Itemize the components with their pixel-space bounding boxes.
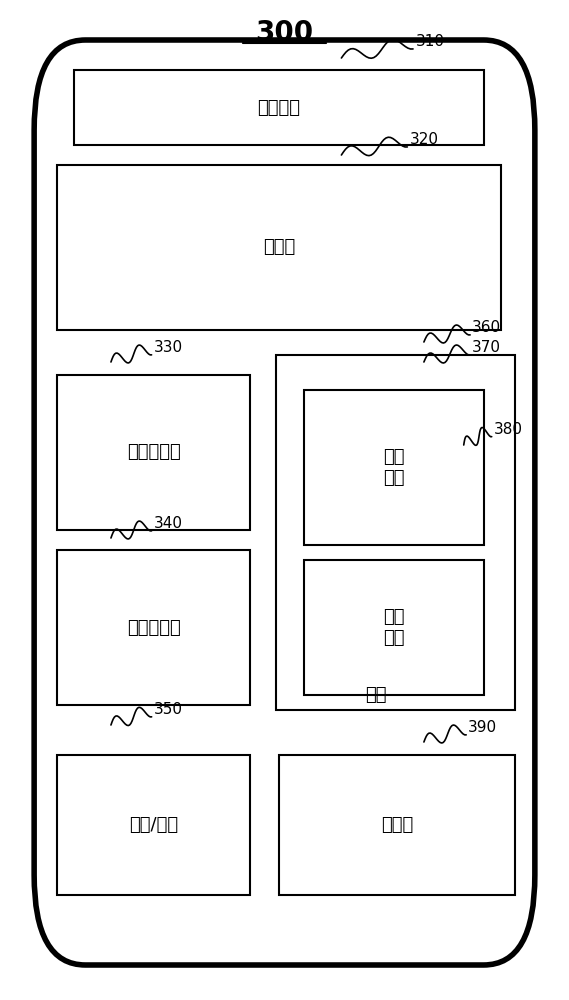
Text: 操作
系统: 操作 系统 <box>384 448 405 487</box>
Bar <box>57 550 250 705</box>
Text: 350: 350 <box>154 702 183 718</box>
Bar <box>57 755 250 895</box>
Text: 390: 390 <box>468 720 497 736</box>
Bar <box>57 165 501 330</box>
Text: 应用
程序: 应用 程序 <box>384 608 405 647</box>
FancyBboxPatch shape <box>34 40 535 965</box>
Text: 360: 360 <box>472 320 501 336</box>
Text: 存储器: 存储器 <box>381 816 413 834</box>
Text: 内存: 内存 <box>365 686 386 704</box>
Text: 300: 300 <box>255 19 314 47</box>
Text: 320: 320 <box>410 132 439 147</box>
Text: 图形处理器: 图形处理器 <box>127 444 180 462</box>
Text: 330: 330 <box>154 340 183 356</box>
Text: 310: 310 <box>415 34 444 49</box>
Text: 显示器: 显示器 <box>263 238 295 256</box>
Bar <box>74 70 484 145</box>
Text: 中央处理器: 中央处理器 <box>127 618 180 637</box>
Bar <box>276 355 515 710</box>
Text: 380: 380 <box>493 422 522 438</box>
Text: 340: 340 <box>154 516 183 532</box>
Bar <box>279 755 515 895</box>
Text: 通信平台: 通信平台 <box>257 99 300 116</box>
Text: 输入/输出: 输入/输出 <box>129 816 178 834</box>
Bar <box>304 390 484 545</box>
Text: 370: 370 <box>472 340 501 356</box>
Bar <box>304 560 484 695</box>
Bar <box>57 375 250 530</box>
